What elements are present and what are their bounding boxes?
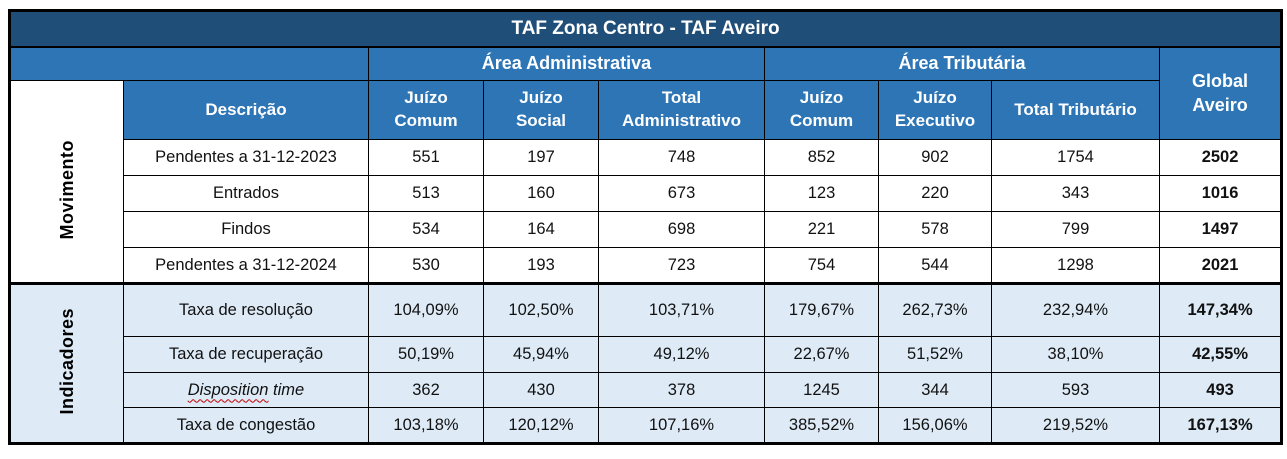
data-cell: 362: [368, 372, 484, 408]
data-cell: 49,12%: [598, 336, 765, 373]
data-cell: 578: [878, 211, 992, 248]
col-header-juizo-social: Juízo Social: [483, 80, 599, 140]
global-cell: 1497: [1158, 211, 1283, 248]
row-label: Taxa de resolução: [123, 282, 369, 337]
data-cell: 104,09%: [368, 282, 484, 337]
data-cell: 799: [991, 211, 1160, 248]
global-cell: 42,55%: [1158, 336, 1283, 373]
global-cell: 493: [1158, 372, 1283, 408]
page-title: TAF Zona Centro - TAF Aveiro: [8, 10, 1283, 48]
data-cell: 103,71%: [598, 282, 765, 337]
row-label: Entrados: [123, 175, 369, 212]
col-header-total-tributario: Total Tributário: [991, 80, 1160, 140]
data-cell: 221: [764, 211, 879, 248]
row-label: Findos: [123, 211, 369, 248]
row-label: Taxa de recuperação: [123, 336, 369, 373]
data-cell: 530: [368, 247, 484, 284]
data-cell: 378: [598, 372, 765, 408]
row-label: Pendentes a 31-12-2023: [123, 139, 369, 176]
global-cell: 1016: [1158, 175, 1283, 212]
data-cell: 102,50%: [483, 282, 599, 337]
row-label-rest: time: [268, 380, 305, 399]
col-header-juizo-comum-trib: Juízo Comum: [764, 80, 879, 140]
table-row-pendentes-2024: Pendentes a 31-12-2024 530 193 723 754 5…: [10, 247, 1283, 284]
table-row-entrados: Entrados 513 160 673 123 220 343 1016: [10, 175, 1283, 212]
data-cell: 160: [483, 175, 599, 212]
section-label-indicadores: Indicadores: [57, 307, 77, 415]
misspelled-word: Disposition: [187, 380, 269, 399]
data-cell: 385,52%: [764, 407, 879, 444]
section-label-movimento: Movimento: [57, 139, 77, 240]
row-label: Taxa de congestão: [123, 407, 369, 444]
data-cell: 430: [483, 372, 599, 408]
row-label: Disposition time: [123, 372, 369, 408]
col-header-juizo-comum-adm: Juízo Comum: [368, 80, 484, 140]
group-header-row: Área Administrativa Área Tributária Glob…: [9, 46, 1283, 140]
data-cell: 902: [878, 139, 992, 176]
global-cell: 147,34%: [1158, 282, 1283, 337]
descricao-header: Descrição: [123, 80, 369, 140]
data-cell: 534: [368, 211, 484, 248]
data-cell: 1245: [764, 372, 879, 408]
data-cell: 673: [598, 175, 765, 212]
table-row-disposition-time: Disposition time 362 430 378 1245 344 59…: [10, 372, 1283, 408]
table-row-findos: Findos 534 164 698 221 578 799 1497: [10, 211, 1283, 248]
data-cell: 51,52%: [878, 336, 992, 373]
data-cell: 852: [764, 139, 879, 176]
global-header: Global Aveiro: [1158, 46, 1283, 140]
data-cell: 232,94%: [991, 282, 1160, 337]
global-cell: 167,13%: [1158, 407, 1283, 444]
table-row-taxa-recuperacao: Taxa de recuperação 50,19% 45,94% 49,12%…: [10, 336, 1283, 373]
data-cell: 748: [598, 139, 765, 176]
data-cell: 513: [368, 175, 484, 212]
section-movimento-cell: Movimento: [9, 80, 124, 284]
group-header-administrativa: Área Administrativa: [368, 46, 765, 81]
data-cell: 698: [598, 211, 765, 248]
data-cell: 50,19%: [368, 336, 484, 373]
data-cell: 343: [991, 175, 1160, 212]
col-header-juizo-executivo: Juízo Executivo: [878, 80, 992, 140]
data-cell: 723: [598, 247, 765, 284]
data-cell: 197: [483, 139, 599, 176]
column-header-row: Movimento Descrição Juízo Comum Juízo So…: [9, 80, 1282, 284]
data-cell: 123: [764, 175, 879, 212]
data-cell: 107,16%: [598, 407, 765, 444]
taf-aveiro-table: TAF Zona Centro - TAF Aveiro Área Admini…: [8, 9, 1284, 445]
row-label: Pendentes a 31-12-2024: [123, 247, 369, 284]
group-header-tributaria: Área Tributária: [764, 46, 1160, 81]
table-row-taxa-resolucao: Indicadores Taxa de resolução 104,09% 10…: [9, 282, 1283, 444]
data-cell: 262,73%: [878, 282, 992, 337]
section-indicadores-cell: Indicadores: [9, 282, 124, 444]
data-cell: 45,94%: [483, 336, 599, 373]
data-cell: 551: [368, 139, 484, 176]
title-row: TAF Zona Centro - TAF Aveiro: [8, 10, 1283, 48]
global-cell: 2021: [1158, 247, 1283, 284]
data-cell: 344: [878, 372, 992, 408]
data-cell: 1298: [991, 247, 1160, 284]
col-header-total-administrativo: Total Administrativo: [598, 80, 765, 140]
data-cell: 754: [764, 247, 879, 284]
data-cell: 120,12%: [483, 407, 599, 444]
header-spacer: [9, 46, 369, 81]
data-cell: 593: [991, 372, 1160, 408]
table-row-taxa-congestao: Taxa de congestão 103,18% 120,12% 107,16…: [10, 407, 1283, 444]
data-cell: 22,67%: [764, 336, 879, 373]
data-cell: 164: [483, 211, 599, 248]
global-cell: 2502: [1158, 139, 1283, 176]
data-cell: 156,06%: [878, 407, 992, 444]
data-cell: 219,52%: [991, 407, 1160, 444]
data-cell: 103,18%: [368, 407, 484, 444]
data-cell: 220: [878, 175, 992, 212]
data-cell: 1754: [991, 139, 1160, 176]
data-cell: 544: [878, 247, 992, 284]
data-cell: 179,67%: [764, 282, 879, 337]
table-row-pendentes-2023: Pendentes a 31-12-2023 551 197 748 852 9…: [10, 139, 1283, 176]
data-cell: 38,10%: [991, 336, 1160, 373]
data-cell: 193: [483, 247, 599, 284]
